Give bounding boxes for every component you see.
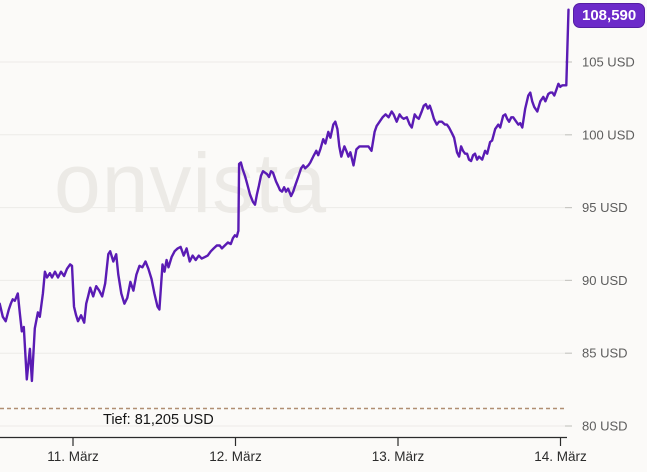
y-axis-label: 80 USD bbox=[582, 419, 628, 434]
y-axis-label: 90 USD bbox=[582, 273, 628, 288]
x-axis-label: 13. März bbox=[372, 449, 425, 464]
x-axis-label: 11. März bbox=[47, 449, 99, 464]
y-axis-label: 105 USD bbox=[582, 55, 635, 70]
low-marker-label: Tief: 81,205 USD bbox=[103, 412, 214, 428]
onvista-watermark: onvista bbox=[54, 136, 327, 230]
x-axis-label: 14. März bbox=[534, 449, 587, 464]
chart-grid-layer bbox=[0, 61, 572, 446]
y-axis-label: 100 USD bbox=[582, 127, 635, 142]
y-axis-label: 85 USD bbox=[582, 346, 628, 361]
chart-series-layer: 105 USD 100 USD 95 USD 90 USD 85 USD 80 USD 11… bbox=[0, 8, 635, 464]
y-axis-label: 95 USD bbox=[582, 200, 628, 215]
x-axis-label: 12. März bbox=[209, 449, 262, 464]
last-price-badge: 108,590 bbox=[573, 3, 646, 28]
price-line-series bbox=[0, 8, 570, 383]
